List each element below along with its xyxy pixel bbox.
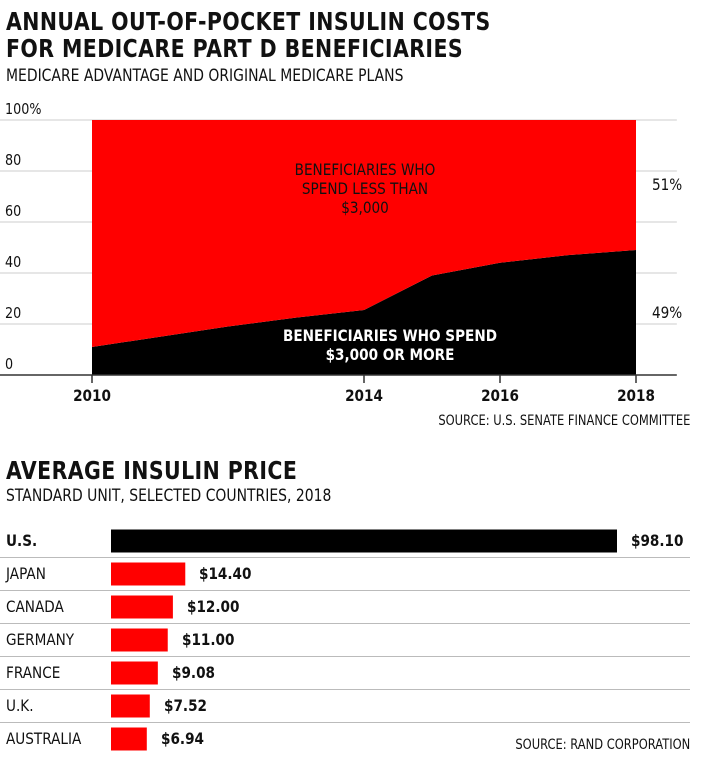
x-tick-label: 2018 — [617, 386, 655, 405]
category-label: U.S. — [6, 531, 38, 550]
category-label: AUSTRALIA — [6, 729, 82, 748]
y-tick-label: 100% — [5, 100, 42, 118]
category-label: CANADA — [6, 597, 64, 616]
y-tick-label: 0 — [5, 355, 14, 373]
y-tick-label: 20 — [5, 304, 22, 322]
value-label: 51% — [652, 175, 683, 195]
y-tick-label: 40 — [5, 253, 22, 271]
source: SOURCE: U.S. SENATE FINANCE COMMITTEE — [437, 413, 690, 429]
y-tick-label: 60 — [5, 202, 22, 220]
x-tick-label: 2016 — [481, 386, 519, 405]
value-label: $98.10 — [631, 531, 684, 550]
category-label: U.K. — [6, 696, 34, 715]
source: SOURCE: RAND CORPORATION — [515, 737, 690, 753]
bar — [111, 595, 173, 619]
y-tick-label: 80 — [5, 151, 22, 169]
x-tick-label: 2014 — [345, 386, 383, 405]
area — [92, 250, 636, 375]
chart-title: ANNUAL OUT-OF-POCKET INSULIN COSTS FOR M… — [6, 7, 491, 63]
category-label: FRANCE — [6, 663, 61, 682]
chart-subtitle: STANDARD UNIT, SELECTED COUNTRIES, 2018 — [6, 486, 332, 506]
value-label: $9.08 — [171, 663, 215, 682]
category-label: GERMANY — [6, 630, 75, 649]
bar — [111, 694, 150, 718]
bar — [111, 661, 158, 685]
value-label: 49% — [652, 302, 683, 322]
category-label: JAPAN — [6, 564, 46, 583]
area — [92, 120, 636, 347]
value-label: $7.52 — [163, 696, 207, 715]
series-label: BENEFICIARIES WHO SPEND LESS THAN $3,000 — [294, 160, 436, 217]
value-label: $12.00 — [186, 597, 240, 616]
bar — [111, 562, 186, 586]
x-tick-label: 2010 — [73, 386, 111, 405]
chart-title: AVERAGE INSULIN PRICE — [6, 456, 298, 485]
value-label: $14.40 — [199, 564, 252, 583]
value-label: $11.00 — [181, 630, 235, 649]
bar — [111, 628, 168, 652]
series-label: BENEFICIARIES WHO SPEND $3,000 OR MORE — [282, 326, 497, 364]
bar — [111, 529, 617, 553]
bar — [111, 727, 147, 751]
value-label: $6.94 — [160, 729, 204, 748]
chart-subtitle: MEDICARE ADVANTAGE AND ORIGINAL MEDICARE… — [6, 66, 404, 86]
